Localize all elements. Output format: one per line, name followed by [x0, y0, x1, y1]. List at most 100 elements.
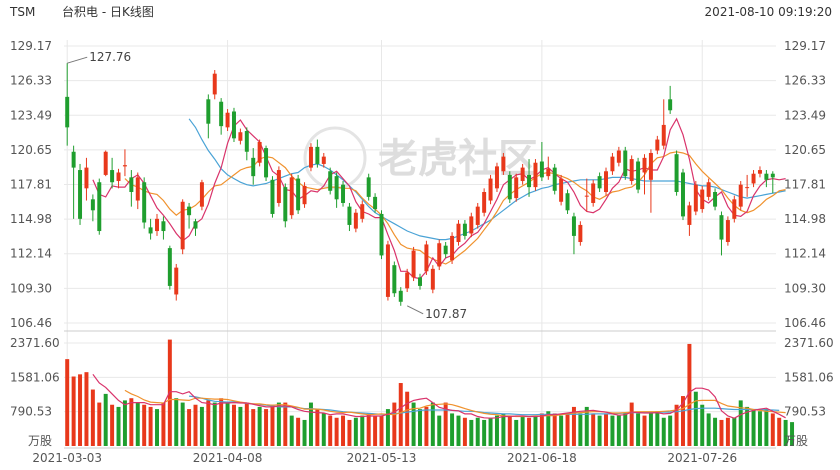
candle-body [475, 206, 480, 225]
candle-body [347, 206, 352, 225]
volume-bar [770, 413, 775, 446]
volume-bar [719, 419, 724, 446]
volume-bar [122, 400, 127, 446]
candle-body [264, 148, 269, 178]
price-tick-label-left: 123.49 [10, 108, 52, 122]
volume-bar [334, 417, 339, 446]
candle-body [206, 99, 211, 124]
high-annotation-label: 127.76 [89, 50, 131, 64]
candle-body [655, 139, 660, 151]
volume-bar [347, 419, 352, 446]
volume-bar [616, 415, 621, 446]
volume-bar [764, 409, 769, 446]
price-tick-label-left: 112.14 [10, 247, 52, 261]
volume-bar [308, 402, 313, 446]
candle-body [443, 245, 448, 255]
volume-bar [732, 417, 737, 446]
volume-bar [65, 359, 70, 446]
candle-body [302, 185, 307, 205]
volume-bar [642, 415, 647, 446]
candle-body [385, 244, 390, 297]
high-annotation-leader [67, 56, 88, 64]
volume-bar [514, 419, 519, 446]
candle-body [501, 156, 506, 172]
volume-bar [648, 413, 653, 446]
candle-body [129, 177, 134, 193]
candle-body [456, 223, 461, 243]
candle-body [764, 173, 769, 180]
volume-bar [700, 404, 705, 446]
volume-bar [321, 413, 326, 446]
volume-bar [745, 406, 750, 446]
candle-body [296, 178, 301, 211]
volume-bar [405, 391, 410, 446]
candle-body [488, 178, 493, 201]
price-tick-label-left: 117.81 [10, 178, 52, 192]
volume-bar [565, 413, 570, 446]
candle-body [180, 201, 185, 250]
volume-bar [283, 402, 288, 446]
date-tick-label: 2021-04-08 [193, 451, 263, 465]
volume-bar [84, 372, 89, 446]
candle-body [706, 182, 711, 197]
volume-bar [655, 411, 660, 446]
ma20-line [188, 118, 786, 241]
candle-body [167, 248, 172, 286]
candle-body [225, 112, 230, 128]
candle-body [571, 216, 576, 236]
volume-bar [379, 415, 384, 446]
candle-body [546, 168, 551, 177]
candle-body [187, 206, 192, 216]
candle-body [71, 151, 76, 168]
volume-bar [777, 417, 782, 446]
volume-bar [174, 398, 179, 446]
volume-bar [187, 409, 192, 446]
volume-bar [180, 402, 185, 446]
volume-bar [219, 398, 224, 446]
volume-bar [687, 343, 692, 446]
watermark-text: 老虎社区 [378, 136, 538, 182]
volume-bar [148, 406, 153, 446]
volume-bar [520, 415, 525, 446]
timestamp: 2021-08-10 09:19:20 [705, 5, 832, 19]
volume-bar [276, 402, 281, 446]
candle-body [661, 124, 666, 146]
candle-body [514, 177, 519, 199]
price-tick-label-left: 109.30 [10, 281, 52, 295]
candle-body [379, 213, 384, 256]
candle-body [687, 205, 692, 225]
candle-body [231, 111, 236, 139]
candle-body [494, 166, 499, 189]
volume-bar [225, 402, 230, 446]
volume-bar [97, 402, 102, 446]
volume-bar [289, 415, 294, 446]
candle-body [174, 267, 179, 295]
volume-bar [353, 417, 358, 446]
price-tick-label-right: 123.49 [784, 108, 826, 122]
candle-body [244, 131, 249, 152]
volume-bar [193, 404, 198, 446]
date-tick-label: 2021-03-03 [32, 451, 102, 465]
candlesticks [65, 63, 775, 306]
candle-body [103, 151, 108, 175]
candle-body [578, 224, 583, 243]
candle-body [334, 176, 339, 200]
candle-body [430, 268, 435, 290]
volume-bar [751, 409, 756, 446]
candle-body [610, 156, 615, 172]
volume-tick-label-right: 2371.60 [784, 336, 834, 350]
candle-body [462, 223, 467, 236]
volume-bar [270, 404, 275, 446]
volume-bar [469, 419, 474, 446]
candle-body [482, 192, 487, 213]
candle-body [315, 146, 320, 164]
volume-bar [584, 406, 589, 446]
price-tick-label-right: 112.14 [784, 247, 826, 261]
candle-body [584, 195, 589, 197]
candle-body [700, 189, 705, 210]
candle-body [533, 162, 538, 188]
volume-bar [110, 404, 115, 446]
volume-bar [494, 415, 499, 446]
candle-body [398, 290, 403, 302]
